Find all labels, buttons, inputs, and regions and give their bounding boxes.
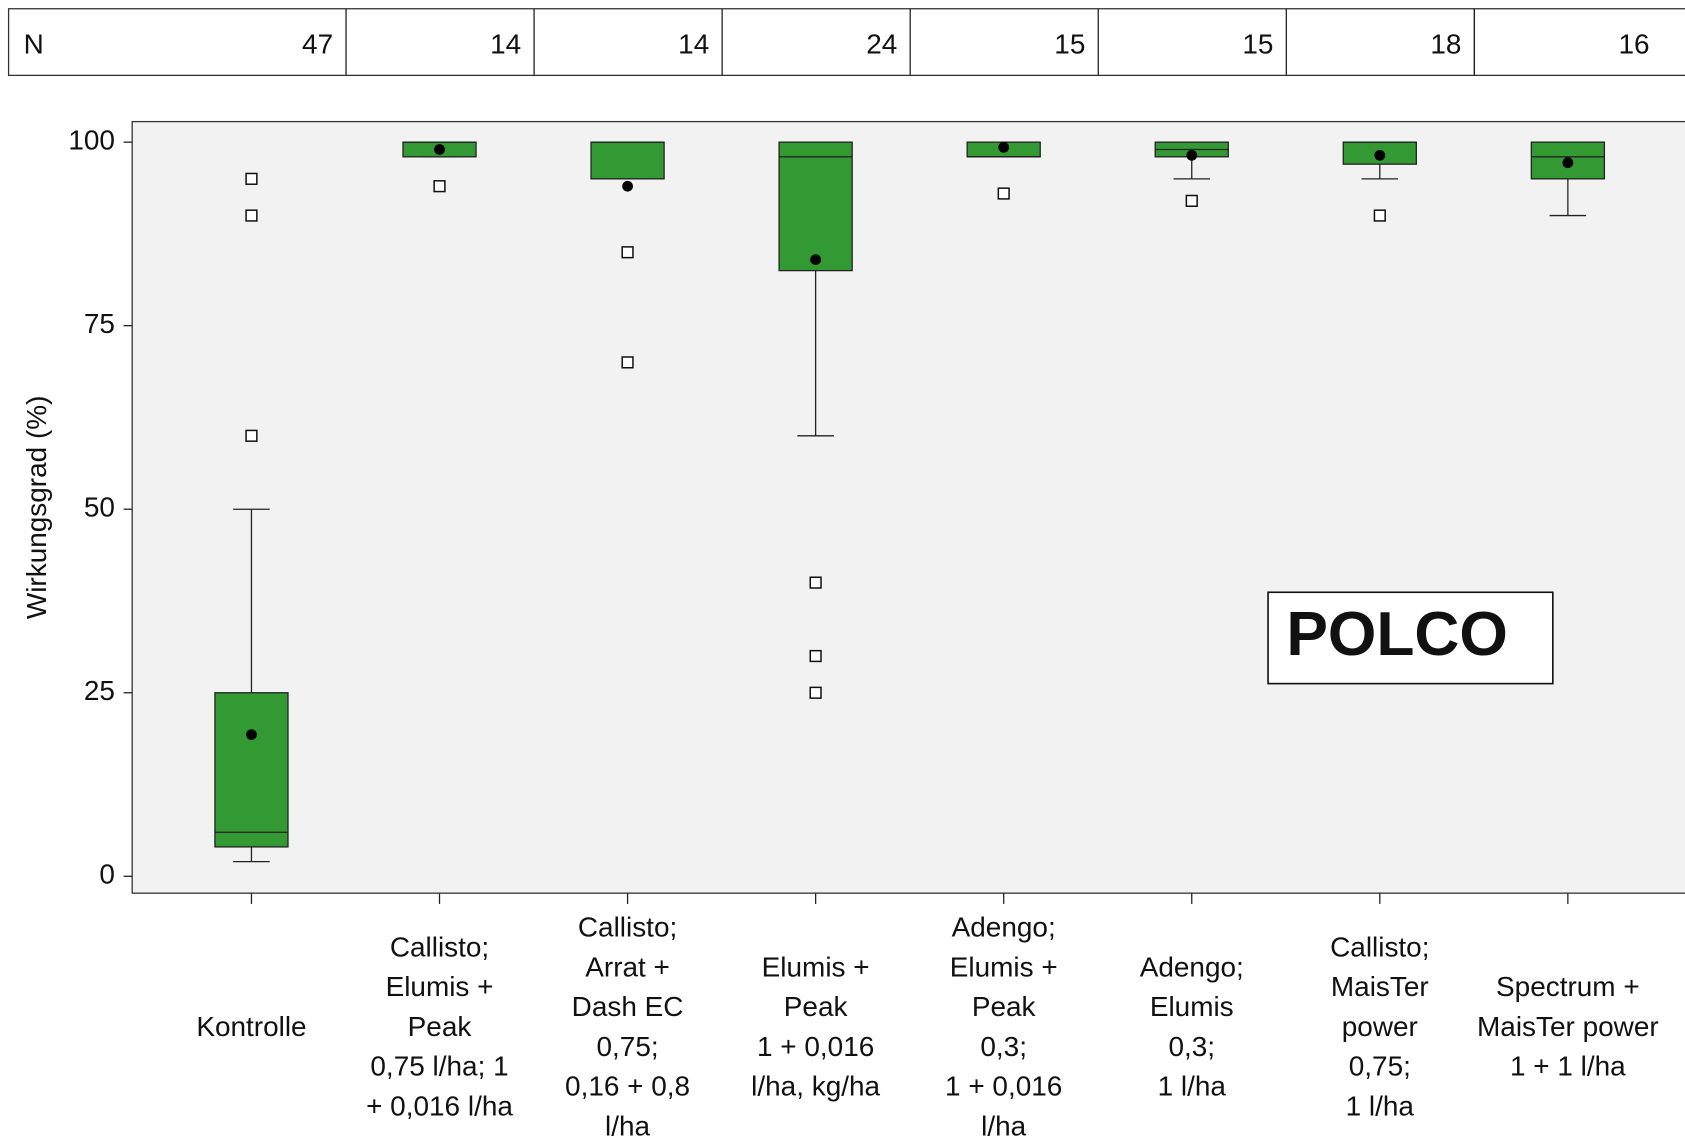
outlier	[621, 356, 634, 369]
y-tick-label: 25	[84, 675, 115, 706]
outlier	[809, 686, 822, 699]
outlier	[809, 649, 822, 663]
mean	[1374, 149, 1386, 161]
x-tick-label: 1 + 0,016	[945, 1071, 1062, 1102]
mean	[622, 180, 633, 192]
n-value: 15	[1054, 29, 1085, 60]
x-tick-label: Callisto;	[390, 931, 489, 962]
x-tick-label: 1 l/ha	[1158, 1071, 1227, 1102]
annotation: POLCO	[1286, 600, 1508, 669]
y-tick-label: 100	[68, 125, 115, 156]
outlier	[433, 180, 446, 193]
x-tick-label: power	[1342, 1011, 1418, 1042]
outlier	[245, 209, 258, 222]
n-value: 14	[678, 29, 709, 60]
outlier	[1185, 194, 1198, 207]
n-value: 24	[866, 29, 897, 60]
x-tick-label: Peak	[784, 991, 849, 1022]
box	[590, 141, 665, 180]
x-tick-label: Arrat +	[585, 951, 670, 982]
box	[214, 692, 289, 848]
outlier	[997, 187, 1010, 200]
x-tick-label: 0,75;	[597, 1031, 659, 1062]
x-tick-label: Elumis +	[386, 971, 494, 1002]
mean	[434, 144, 445, 155]
mean	[246, 729, 257, 740]
x-tick-label: 0,16 + 0,8	[565, 1071, 690, 1102]
mean	[1562, 157, 1574, 169]
x-tick-label: Elumis	[1150, 991, 1234, 1022]
outlier	[245, 172, 258, 185]
x-tick-label: Dash EC	[572, 991, 684, 1022]
x-tick-label: 0,75 l/ha; 1	[370, 1051, 508, 1082]
outlier	[245, 429, 258, 442]
x-tick-label: l/ha	[605, 1110, 651, 1141]
x-tick-label: Callisto;	[578, 912, 677, 943]
x-tick-label: 0,75;	[1349, 1051, 1411, 1082]
x-tick-label: MaisTer	[1331, 971, 1429, 1002]
n-value: 47	[302, 29, 333, 60]
x-tick-label: Adengo;	[952, 912, 1056, 943]
outlier	[809, 576, 822, 589]
x-tick-label: Elumis +	[950, 951, 1058, 982]
x-tick-label: 1 + 0,016	[757, 1031, 874, 1062]
y-tick-label: 75	[84, 308, 115, 339]
x-tick-label: Kontrolle	[196, 1011, 306, 1042]
mean	[1186, 149, 1198, 161]
x-tick-label: Elumis +	[762, 951, 870, 982]
x-tick-label: l/ha	[981, 1110, 1027, 1141]
outlier	[621, 246, 634, 259]
x-tick-label: 0,3;	[980, 1031, 1027, 1062]
y-tick-label: 50	[84, 492, 115, 523]
x-tick-label: Callisto;	[1330, 931, 1429, 962]
mean	[810, 254, 822, 265]
x-tick-label: MaisTer power	[1477, 1011, 1659, 1042]
n-table	[7, 8, 1685, 77]
x-tick-label: + 0,016 l/ha	[366, 1090, 513, 1121]
x-tick-label: l/ha, kg/ha	[751, 1071, 880, 1102]
x-tick-label: 0,3;	[1168, 1031, 1215, 1062]
n-value: 14	[490, 29, 521, 60]
x-tick-label: Peak	[408, 1011, 473, 1042]
x-tick-label: Adengo;	[1140, 951, 1244, 982]
n-label: N	[24, 29, 44, 60]
n-value: 18	[1430, 29, 1461, 60]
box	[778, 141, 853, 272]
annotation-box	[1267, 591, 1554, 685]
n-value: 15	[1242, 29, 1273, 60]
y-axis-label: Wirkungsgrad (%)	[21, 396, 52, 620]
n-value: 16	[1618, 29, 1649, 60]
x-tick-label: Spectrum +	[1496, 971, 1640, 1002]
plot-area	[131, 120, 1685, 894]
mean	[998, 141, 1010, 153]
x-tick-label: 1 + 1 l/ha	[1510, 1051, 1626, 1082]
x-tick-label: Peak	[972, 991, 1037, 1022]
outlier	[1373, 209, 1386, 222]
x-tick-label: 1 l/ha	[1346, 1090, 1415, 1121]
y-tick-label: 0	[99, 859, 115, 890]
